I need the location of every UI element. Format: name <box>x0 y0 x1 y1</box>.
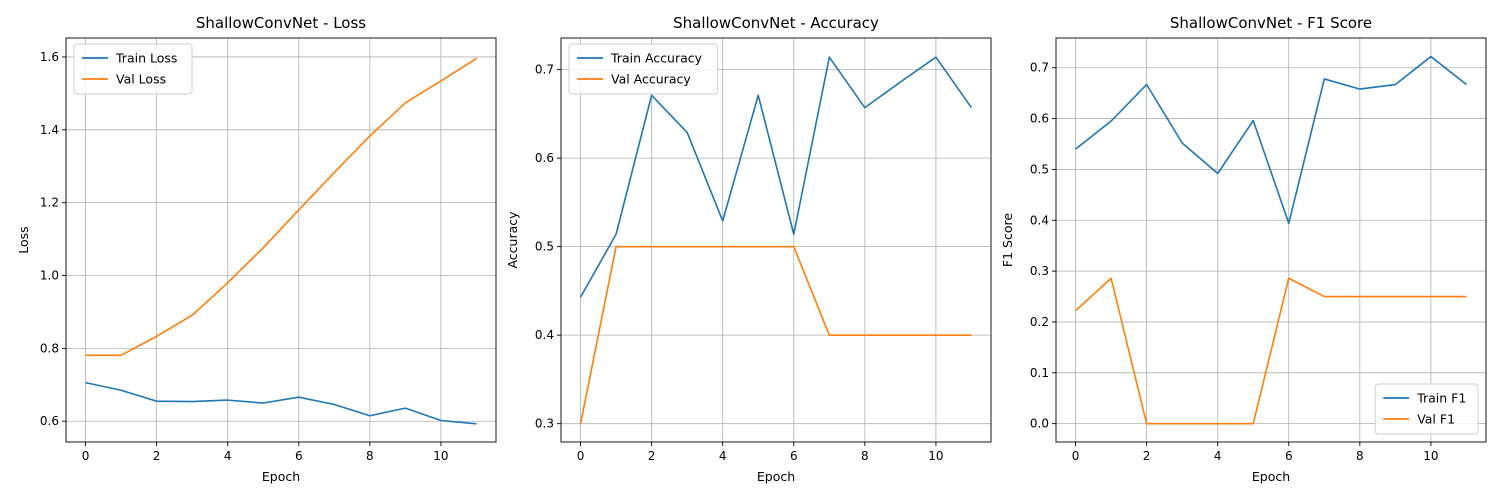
x-axis-label: Epoch <box>262 469 300 484</box>
y-tick-label: 0.7 <box>535 63 554 77</box>
x-tick-label: 8 <box>366 449 374 463</box>
chart-title: ShallowConvNet - F1 Score <box>1170 14 1372 32</box>
grid <box>1056 38 1486 442</box>
legend-label: Train Accuracy <box>610 51 703 66</box>
y-tick-label: 0.6 <box>1030 112 1049 126</box>
y-tick-label: 0.8 <box>40 341 59 355</box>
y-tick-label: 0.0 <box>1030 417 1049 431</box>
x-tick-label: 10 <box>1423 449 1438 463</box>
y-tick-label: 0.2 <box>1030 315 1049 329</box>
x-tick-label: 10 <box>928 449 943 463</box>
x-tick-label: 4 <box>1214 449 1222 463</box>
axes-frame <box>65 37 497 443</box>
y-tick-label: 0.1 <box>1030 366 1049 380</box>
y-tick-label: 1.0 <box>40 269 59 283</box>
x-axis-label: Epoch <box>1252 469 1290 484</box>
chart-title: ShallowConvNet - Loss <box>196 14 366 32</box>
legend-box <box>1374 383 1479 435</box>
legend-label: Val Accuracy <box>611 72 691 87</box>
x-tick-label: 2 <box>153 449 161 463</box>
x-axis-label: Epoch <box>757 469 795 484</box>
y-tick-label: 0.7 <box>1030 61 1049 75</box>
legend-box <box>73 43 193 95</box>
chart-title: ShallowConvNet - Accuracy <box>673 14 879 32</box>
y-tick-label: 0.6 <box>40 414 59 428</box>
series-line-val-accuracy <box>579 245 972 424</box>
chart-panel-3: 0 2 4 6 8 10 0.0 0.1 0.2 0.3 0.4 0.5 0.6 0.7 ShallowCo… <box>1000 14 1487 484</box>
y-tick-label: 0.5 <box>535 240 554 254</box>
axes-frame <box>1055 37 1487 443</box>
series-line-train-accuracy <box>579 56 973 298</box>
x-tick-label: 6 <box>295 449 303 463</box>
grid <box>66 38 496 442</box>
legend-label: Val Loss <box>116 72 166 87</box>
y-tick-label: 0.4 <box>1030 213 1049 227</box>
series-line-train-loss <box>85 381 477 425</box>
legend: Train Accuracy Val Accuracy <box>568 43 718 95</box>
x-tick-label: 4 <box>719 449 727 463</box>
series-line-val-f1 <box>1075 277 1467 425</box>
chart-panel-2: 0 2 4 6 8 10 0.3 0.4 0.5 0.6 0.7 ShallowConvNet - A… <box>505 14 992 484</box>
series-line-val-loss <box>85 57 477 357</box>
legend-label: Train Loss <box>115 51 177 66</box>
series-line-train-f1 <box>1075 55 1467 225</box>
legend-label: Train F1 <box>1416 391 1466 406</box>
legend-box <box>568 43 718 95</box>
x-tick-label: 8 <box>1356 449 1364 463</box>
legend-label: Val F1 <box>1417 412 1455 427</box>
legend: Train F1 Val F1 <box>1374 383 1479 435</box>
y-tick-label: 0.3 <box>1030 264 1049 278</box>
y-tick-label: 0.6 <box>535 151 554 165</box>
legend: Train Loss Val Loss <box>73 43 193 95</box>
y-tick-label: 1.2 <box>40 196 59 210</box>
y-axis-label: Loss <box>16 226 31 253</box>
x-tick-label: 8 <box>861 449 869 463</box>
x-tick-label: 6 <box>1285 449 1293 463</box>
x-tick-label: 2 <box>1143 449 1151 463</box>
y-tick-label: 1.4 <box>40 123 59 137</box>
y-tick-label: 0.5 <box>1030 162 1049 176</box>
axes-frame <box>560 37 992 443</box>
grid <box>561 38 991 442</box>
x-tick-label: 0 <box>1072 449 1080 463</box>
y-axis-label: Accuracy <box>505 211 520 269</box>
y-tick-label: 0.4 <box>535 328 554 342</box>
x-tick-label: 6 <box>790 449 798 463</box>
y-axis-label: F1 Score <box>1000 213 1015 267</box>
x-tick-label: 0 <box>577 449 585 463</box>
y-tick-label: 1.6 <box>40 50 59 64</box>
chart-panel-1: 0 2 4 6 8 10 0.6 0.8 1.0 1.2 1.4 1.6 ShallowConvNet … <box>16 14 497 484</box>
x-tick-label: 4 <box>224 449 232 463</box>
x-tick-label: 10 <box>433 449 448 463</box>
x-tick-label: 2 <box>648 449 656 463</box>
y-tick-label: 0.3 <box>535 417 554 431</box>
x-tick-label: 0 <box>82 449 90 463</box>
